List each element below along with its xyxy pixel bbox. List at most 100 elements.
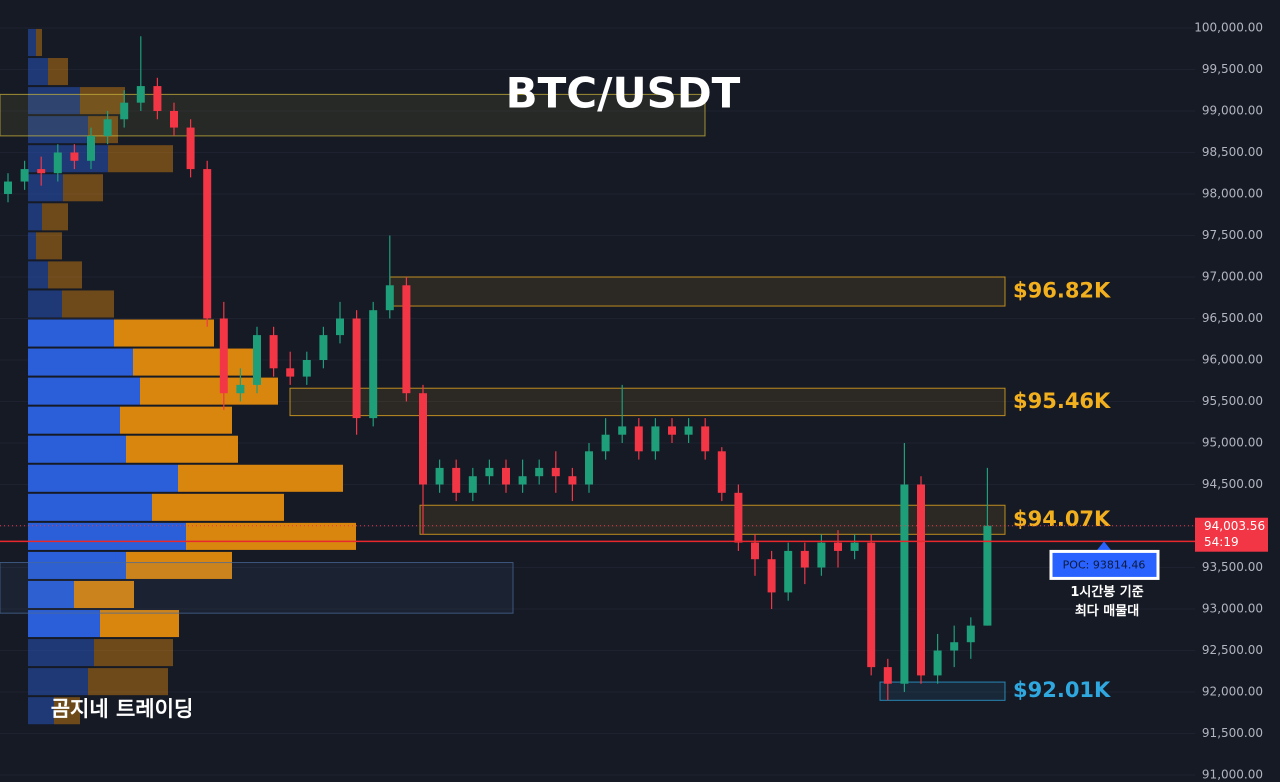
candle-body <box>319 335 328 360</box>
volume-profile-bar <box>178 464 343 492</box>
volume-profile-bar <box>28 522 186 550</box>
volume-profile-bar <box>62 290 114 318</box>
volume-profile-bar <box>28 377 140 405</box>
candle-body <box>568 476 577 485</box>
volume-profile-bar <box>28 435 126 463</box>
candle-body <box>103 119 112 136</box>
volume-profile-bar <box>80 87 125 115</box>
volume-profile-bar <box>28 261 48 289</box>
current-price-label: 94,003.56 <box>1204 519 1265 533</box>
volume-profile-bar <box>28 116 88 144</box>
candle-body <box>950 642 959 651</box>
candle-body <box>452 467 461 493</box>
y-tick-label: 96,500.00 <box>1202 311 1263 325</box>
y-tick-label: 94,500.00 <box>1202 477 1263 491</box>
volume-profile-bar <box>28 87 80 115</box>
candle-body <box>253 335 261 385</box>
volume-profile-bar <box>28 290 62 318</box>
volume-profile-bar <box>28 174 63 202</box>
candle-body <box>385 285 394 311</box>
y-tick-label: 100,000.00 <box>1194 20 1263 34</box>
zone <box>0 562 514 614</box>
plot: 100,000.00 99,500.00 99,000.00 98,500.00 98,… <box>0 20 1268 782</box>
candle-body <box>369 310 378 419</box>
candle-body <box>668 426 676 435</box>
y-tick-label: 98,500.00 <box>1202 145 1263 159</box>
volume-profile-bar <box>48 261 82 289</box>
y-tick-label: 93,500.00 <box>1202 560 1263 574</box>
poc-note: 1시간봉 기준 <box>1070 584 1143 600</box>
y-tick-label: 95,000.00 <box>1202 436 1263 450</box>
volume-profile-bar <box>126 551 232 579</box>
zone <box>879 681 1006 701</box>
candle-body <box>817 542 826 568</box>
candle-body <box>269 335 278 369</box>
volume-profile-bar <box>28 28 36 57</box>
candle-body <box>153 86 162 111</box>
watermark: 곰지네 트레이딩 <box>51 697 194 721</box>
candle-body <box>751 542 759 560</box>
y-tick-label: 97,000.00 <box>1202 269 1263 283</box>
candle-body <box>352 318 361 419</box>
candle-body <box>120 102 129 120</box>
candle-body <box>883 667 892 684</box>
candle-body <box>20 169 29 182</box>
volume-profile-bar <box>28 145 108 173</box>
poc-pointer <box>1096 541 1112 552</box>
y-tick-label: 98,000.00 <box>1202 186 1263 200</box>
volume-profile-bar <box>114 319 214 347</box>
volume-profile-bar <box>28 203 42 231</box>
candle-body <box>917 484 925 676</box>
volume-profile-bar <box>28 406 120 434</box>
volume-profile-bar <box>28 697 54 725</box>
current-price-box <box>1195 517 1268 552</box>
candle-body <box>618 426 627 435</box>
volume-profile-bar <box>28 580 74 609</box>
candle-body <box>551 467 560 477</box>
candle-body <box>4 181 12 194</box>
y-tick-label: 99,500.00 <box>1202 62 1263 76</box>
volume-profile-bar <box>186 522 356 550</box>
volume-profile-bar <box>88 668 168 696</box>
volume-profile-bar <box>152 493 284 521</box>
candle-body <box>717 451 726 493</box>
candle-body <box>502 467 510 485</box>
candle-body <box>468 476 477 493</box>
candle-body <box>70 152 79 161</box>
zone <box>289 387 1006 417</box>
y-tick-label: 92,000.00 <box>1202 685 1263 699</box>
y-tick-label: 95,500.00 <box>1202 394 1263 408</box>
candle-body <box>203 169 212 319</box>
candle-body <box>485 467 494 477</box>
volume-profile-bar <box>28 610 100 638</box>
candle-body <box>286 368 295 377</box>
zone-label: $95.46K <box>1013 389 1111 413</box>
candle-body <box>435 467 444 485</box>
y-tick-label: 91,500.00 <box>1202 726 1263 740</box>
candle-body <box>983 525 992 626</box>
candle-body <box>402 285 411 394</box>
candle-body <box>634 426 643 452</box>
candle-body <box>684 426 693 435</box>
volume-profile-bar <box>120 406 232 434</box>
y-tick-label: 97,500.00 <box>1202 228 1263 242</box>
volume-profile-bar <box>126 435 238 463</box>
volume-profile-bar <box>63 174 103 202</box>
poc-box <box>1049 549 1160 580</box>
volume-profile-bar <box>28 348 133 376</box>
candle-body <box>419 393 427 485</box>
volume-profile-bar <box>28 493 152 521</box>
volume-profile-bar <box>28 551 126 579</box>
zone-label: $92.01K <box>1013 678 1111 702</box>
volume-profile-bar <box>94 639 173 667</box>
chart-title: BTC/USDT <box>506 69 741 118</box>
volume-profile-bar <box>133 348 253 376</box>
candle-body <box>336 318 344 336</box>
volume-profile-bar <box>54 697 80 725</box>
y-tick-label: 91,000.00 <box>1202 768 1263 782</box>
candle-body <box>37 169 46 174</box>
volume-profile-bar <box>28 232 36 260</box>
candle-body <box>867 542 876 668</box>
candle-body <box>734 492 743 543</box>
